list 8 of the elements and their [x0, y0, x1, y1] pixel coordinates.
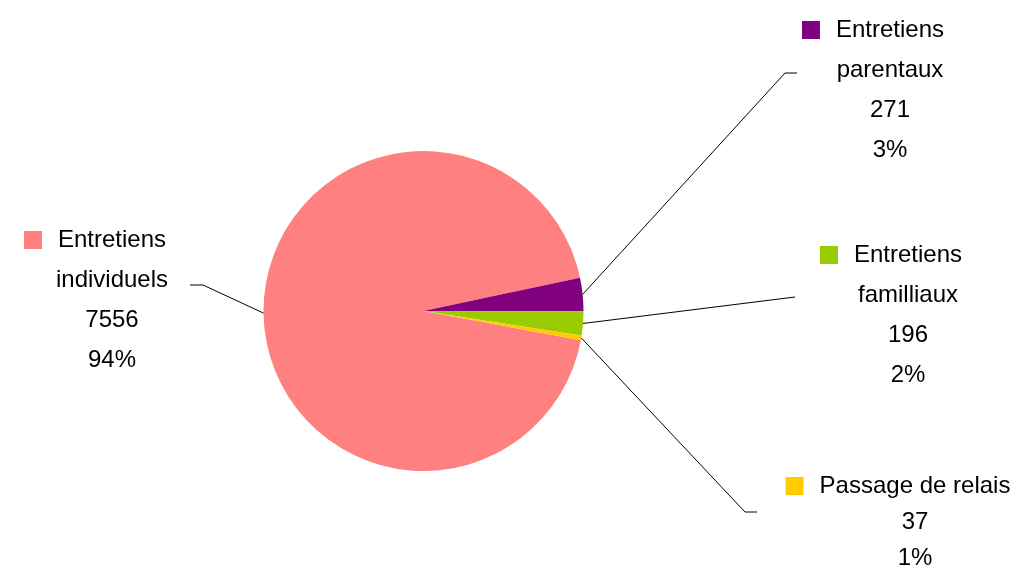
data-label: 271 3% [869, 94, 911, 162]
data-label: 196 2% [887, 319, 929, 387]
data-label: 37 1% [897, 506, 933, 570]
legend-label: Entretiens individuels [55, 224, 169, 292]
legend-label: Passage de relais [819, 470, 1011, 498]
legend-label: Entretiens familliaux [853, 239, 963, 307]
legend-label: Entretiens parentaux [835, 14, 945, 82]
data-label: 7556 94% [85, 304, 139, 372]
